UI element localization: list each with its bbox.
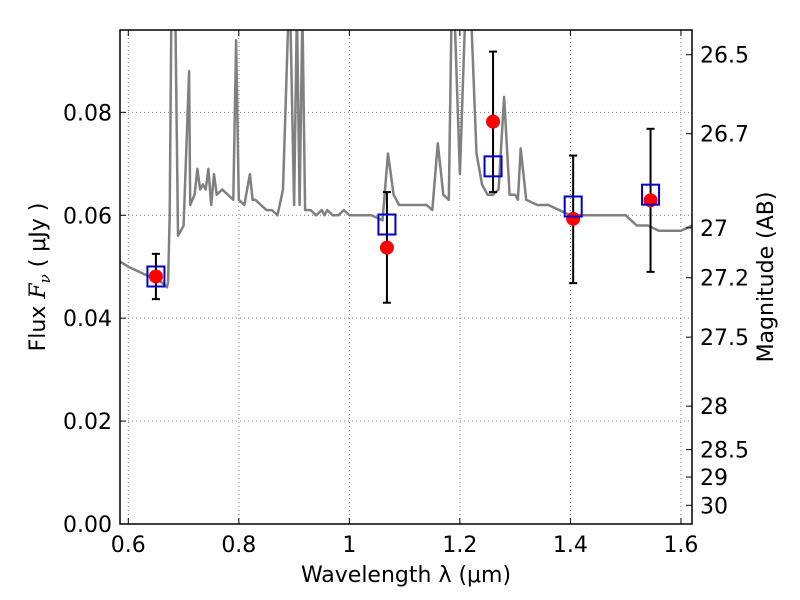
- mag-tick-label: 26.5: [700, 44, 749, 69]
- model-point: [483, 155, 503, 178]
- plot-frame: [119, 29, 693, 525]
- x-tick-label: 1.6: [663, 533, 698, 558]
- mag-tick-label: 27: [700, 217, 728, 242]
- y-tick-label: 0.02: [63, 410, 112, 435]
- spectrum-line: [120, 30, 692, 289]
- mag-tick-label: 29: [700, 466, 728, 491]
- x-tick-label: 1.2: [442, 533, 477, 558]
- x-tick-label: 0.6: [111, 533, 146, 558]
- x-tick-label: 1: [342, 533, 356, 558]
- mag-tick-label: 26.7: [700, 123, 749, 148]
- y-tick-label: 0.08: [63, 101, 112, 126]
- observed-point: [566, 211, 581, 226]
- observed-point: [379, 240, 394, 255]
- y-tick-label: 0.00: [63, 513, 112, 538]
- model-point: [641, 183, 661, 206]
- model-point: [377, 213, 397, 236]
- x-axis-label: Wavelength λ (μm): [301, 563, 511, 588]
- observed-point: [486, 114, 501, 129]
- y-tick-label: 0.06: [63, 204, 112, 229]
- x-tick-label: 0.8: [221, 533, 256, 558]
- model-point: [563, 195, 583, 218]
- y-tick-label: 0.04: [63, 307, 112, 332]
- axis-ticks: 0.6 0.8 1 1.2 1.4 1.6 0.00 0.02 0.04 0.06 0.08 26.5…: [63, 30, 749, 558]
- observed-series: [148, 114, 658, 284]
- mag-tick-label: 27.2: [700, 267, 749, 292]
- mag-tick-label: 28.5: [700, 439, 749, 464]
- right-axis-label: Magnitude (AB): [754, 192, 779, 363]
- spectrum-series: [120, 30, 692, 289]
- x-tick-label: 1.4: [553, 533, 588, 558]
- y-axis-label: Flux Fν ( μJy ): [26, 203, 54, 352]
- mag-tick-label: 30: [700, 494, 728, 519]
- mag-tick-label: 28: [700, 395, 728, 420]
- plot-background: [120, 30, 692, 524]
- model-series: [146, 155, 661, 288]
- observed-point: [148, 269, 163, 284]
- model-point: [146, 265, 166, 288]
- mag-tick-label: 27.5: [700, 326, 749, 351]
